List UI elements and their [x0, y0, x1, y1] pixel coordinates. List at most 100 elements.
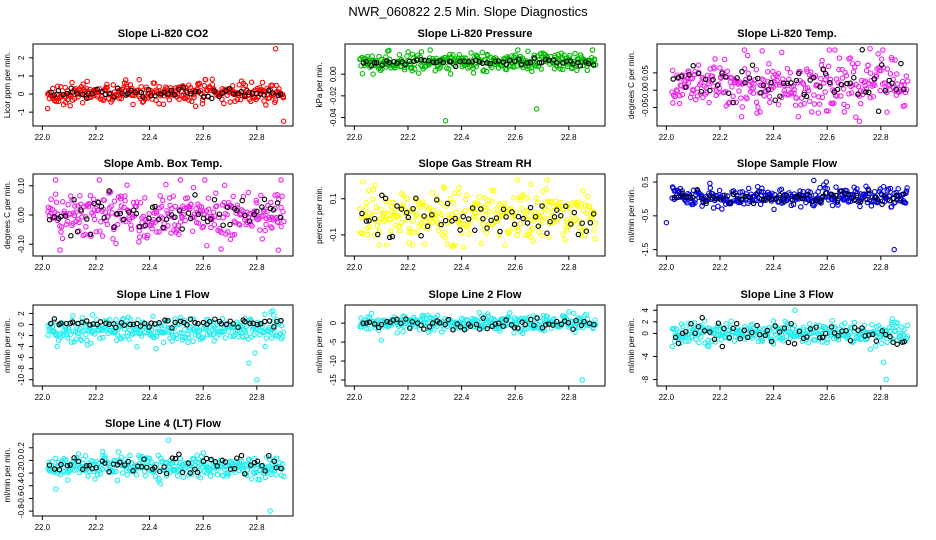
data-point — [157, 192, 163, 199]
reference-point — [97, 319, 104, 325]
reference-point — [394, 203, 400, 209]
x-tick-label: 22.8 — [249, 523, 265, 532]
data-point — [104, 84, 110, 91]
data-point — [752, 76, 758, 83]
data-point — [369, 53, 375, 59]
data-point — [85, 473, 91, 479]
data-point — [150, 313, 156, 320]
reference-point — [847, 80, 853, 87]
data-point — [705, 337, 711, 344]
reference-point — [69, 89, 76, 95]
data-point — [564, 227, 570, 233]
data-point — [416, 326, 423, 333]
data-point — [199, 100, 206, 107]
x-tick-label: 22.2 — [712, 133, 728, 142]
data-point — [180, 334, 186, 341]
data-point — [736, 88, 742, 94]
reference-point — [695, 70, 702, 77]
data-point — [567, 52, 573, 59]
data-point — [543, 199, 549, 205]
reference-point — [788, 80, 794, 86]
reference-point — [777, 93, 783, 99]
reference-point — [509, 209, 515, 215]
y-tick-label: -8 — [17, 365, 26, 373]
data-point — [815, 110, 822, 116]
y-axis-label: ml/min per min. — [3, 318, 12, 373]
data-point — [841, 109, 848, 115]
data-point — [266, 95, 273, 101]
reference-point — [394, 316, 400, 323]
data-point — [805, 339, 812, 346]
data-point — [364, 231, 371, 238]
reference-point — [223, 321, 230, 328]
outlier-point — [44, 105, 51, 112]
reference-point — [141, 456, 147, 462]
data-point — [884, 66, 891, 72]
data-point — [262, 343, 268, 350]
data-point — [707, 180, 713, 187]
reference-point — [452, 215, 458, 222]
data-point — [376, 242, 383, 248]
reference-point — [893, 192, 900, 199]
data-point — [689, 333, 695, 339]
reference-point — [478, 206, 484, 212]
data-point — [83, 331, 89, 338]
data-point — [681, 78, 687, 84]
data-point — [121, 204, 127, 211]
x-tick-label: 22.4 — [142, 523, 158, 532]
data-point — [422, 218, 429, 225]
reference-point — [675, 194, 682, 200]
data-point — [152, 324, 158, 331]
data-point — [124, 182, 130, 188]
data-point — [179, 329, 185, 336]
data-point — [592, 62, 599, 68]
data-point — [262, 474, 269, 481]
reference-point — [859, 47, 865, 53]
data-point — [884, 339, 891, 346]
reference-point — [493, 215, 500, 221]
data-point — [723, 320, 729, 327]
reference-point — [87, 322, 93, 328]
reference-point — [257, 321, 264, 327]
reference-point — [564, 58, 570, 64]
data-point — [679, 91, 686, 98]
reference-point — [89, 90, 96, 97]
data-point — [726, 99, 733, 106]
reference-point — [707, 329, 713, 335]
reference-point — [591, 321, 597, 328]
reference-point — [130, 468, 136, 474]
data-point — [875, 51, 881, 57]
reference-point — [78, 207, 84, 213]
data-point — [745, 70, 751, 77]
reference-point — [688, 321, 694, 327]
outlier-point — [533, 106, 540, 112]
data-point — [207, 473, 214, 479]
reference-point — [149, 204, 156, 211]
data-point — [544, 177, 550, 183]
data-point — [570, 310, 577, 317]
data-point — [812, 337, 818, 343]
data-point — [256, 332, 263, 338]
data-point — [728, 199, 735, 205]
data-point — [871, 188, 878, 195]
reference-point — [442, 321, 448, 328]
data-point — [471, 200, 478, 206]
data-point — [99, 448, 106, 455]
reference-point — [270, 207, 277, 213]
series-points — [357, 47, 599, 124]
data-point — [197, 474, 204, 481]
data-point — [253, 197, 259, 204]
data-point — [679, 188, 685, 194]
outlier-point — [856, 118, 863, 125]
data-point — [202, 76, 209, 83]
data-point — [278, 223, 284, 230]
data-point — [404, 53, 410, 59]
data-point — [190, 338, 196, 345]
reference-point — [434, 197, 440, 203]
plot-frame — [32, 433, 294, 517]
data-point — [730, 93, 736, 100]
data-point — [377, 216, 383, 222]
data-point — [398, 220, 405, 226]
data-point — [177, 177, 184, 183]
reference-point — [520, 215, 526, 222]
